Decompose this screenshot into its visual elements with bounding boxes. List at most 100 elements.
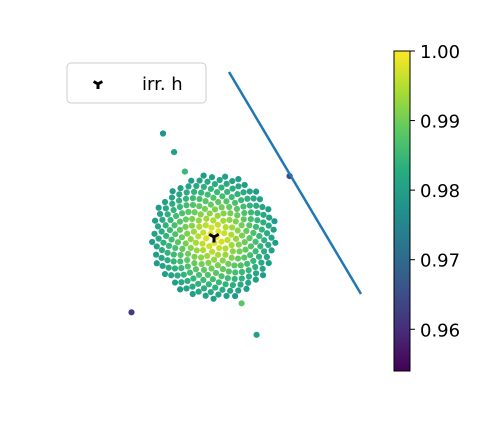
- irr-h-marker: [208, 232, 220, 243]
- scatter-point: [235, 183, 242, 190]
- highlight-layer: [208, 232, 220, 243]
- trend-line-layer: [227, 71, 363, 295]
- scatter-point: [159, 130, 167, 137]
- scatter-point: [196, 195, 203, 203]
- scatter-point: [200, 276, 207, 284]
- scatter-point: [232, 269, 239, 276]
- scatter-point: [151, 230, 158, 237]
- scatter-point: [259, 272, 267, 279]
- scatter-point: [257, 243, 264, 250]
- scatter-point: [259, 265, 266, 272]
- scatter-point: [213, 189, 221, 196]
- scatter-point: [158, 254, 165, 261]
- scatter-point: [221, 230, 228, 237]
- scatter-point: [170, 258, 177, 265]
- scatter-point: [189, 195, 196, 202]
- scatter-point: [259, 203, 266, 211]
- scatter-point: [161, 270, 169, 278]
- scatter-point: [243, 285, 250, 292]
- scatter-point: [181, 168, 188, 175]
- scatter-point: [177, 251, 184, 259]
- scatter-point: [229, 248, 236, 255]
- scatter-point: [252, 270, 260, 277]
- scatter-point: [203, 215, 210, 222]
- scatter-point: [270, 226, 277, 233]
- scatter-point: [252, 263, 259, 271]
- scatter-point: [243, 227, 250, 235]
- scatter-point: [252, 248, 259, 255]
- scatter-point: [161, 198, 169, 206]
- scatter-point: [158, 246, 166, 254]
- legend-frame: [66, 62, 207, 104]
- scatter-point: [191, 253, 198, 260]
- scatter-point: [198, 260, 205, 268]
- scatter-point: [258, 226, 265, 233]
- scatter-point: [192, 266, 200, 273]
- scatter-point: [178, 210, 186, 217]
- scatter-point: [215, 279, 222, 286]
- scatter-point: [228, 242, 235, 249]
- scatter-point: [228, 254, 235, 261]
- scatter-point: [183, 189, 190, 196]
- scatter-point: [229, 224, 236, 231]
- scatter-point: [208, 174, 216, 181]
- scatter-point: [188, 177, 195, 184]
- scatter-point: [252, 223, 260, 231]
- scatter-point: [203, 235, 210, 242]
- scatter-point: [187, 236, 194, 243]
- scatter-point: [223, 180, 230, 187]
- scatter-point: [211, 256, 218, 263]
- scatter-point: [245, 267, 252, 274]
- scatter-point: [258, 259, 265, 266]
- scatter-point: [238, 232, 246, 239]
- scatter-point: [215, 198, 222, 206]
- scatter-point: [165, 242, 173, 249]
- scatter-point: [168, 236, 175, 243]
- scatter-point: [232, 235, 240, 242]
- scatter-point: [198, 189, 205, 196]
- scatter-point: [195, 271, 203, 279]
- scatter-point: [250, 195, 257, 202]
- colorbar-frame: [393, 50, 411, 372]
- scatter-point: [228, 231, 235, 238]
- scatter-point: [196, 223, 203, 230]
- scatter-point: [218, 184, 225, 191]
- colorbar-ticks: 1.00 0.99 0.98 0.97 0.96: [410, 42, 460, 341]
- scatter-point: [234, 212, 241, 219]
- scatter-point: [238, 222, 245, 229]
- scatter-point: [174, 239, 182, 246]
- scatter-point: [176, 191, 183, 198]
- scatter-point: [183, 285, 190, 292]
- scatter-point: [176, 218, 184, 225]
- trend-line: [227, 71, 363, 295]
- scatter-point: [200, 285, 208, 292]
- scatter-point: [229, 185, 236, 192]
- scatter-point: [232, 218, 239, 225]
- scatter-point: [261, 237, 268, 244]
- scatter-point: [238, 300, 245, 307]
- scatter-point: [184, 250, 192, 257]
- scatter-point: [233, 205, 241, 213]
- scatter-point: [193, 182, 200, 190]
- scatter-point: [197, 254, 205, 261]
- colorbar: 1.00 0.99 0.98 0.97 0.96: [393, 42, 460, 372]
- scatter-point: [234, 191, 241, 198]
- scatter-point: [246, 202, 253, 209]
- scatter-point: [169, 200, 176, 207]
- scatter-point: [241, 254, 248, 261]
- scatter-point: [191, 260, 198, 267]
- scatter-point: [263, 230, 271, 237]
- scatter-point: [204, 178, 211, 185]
- colorbar-tick-label: 1.00: [420, 42, 460, 63]
- scatter-point: [151, 217, 159, 224]
- scatter-point: [246, 235, 253, 242]
- scatter-point: [234, 255, 242, 262]
- scatter-point: [241, 239, 248, 246]
- scatter-point: [180, 271, 187, 278]
- scatter-point: [252, 238, 259, 245]
- scatter-point: [171, 222, 178, 229]
- scatter-point: [158, 228, 165, 235]
- scatter-point: [235, 175, 242, 183]
- scatter-point: [164, 257, 171, 264]
- scatter-point: [219, 286, 226, 293]
